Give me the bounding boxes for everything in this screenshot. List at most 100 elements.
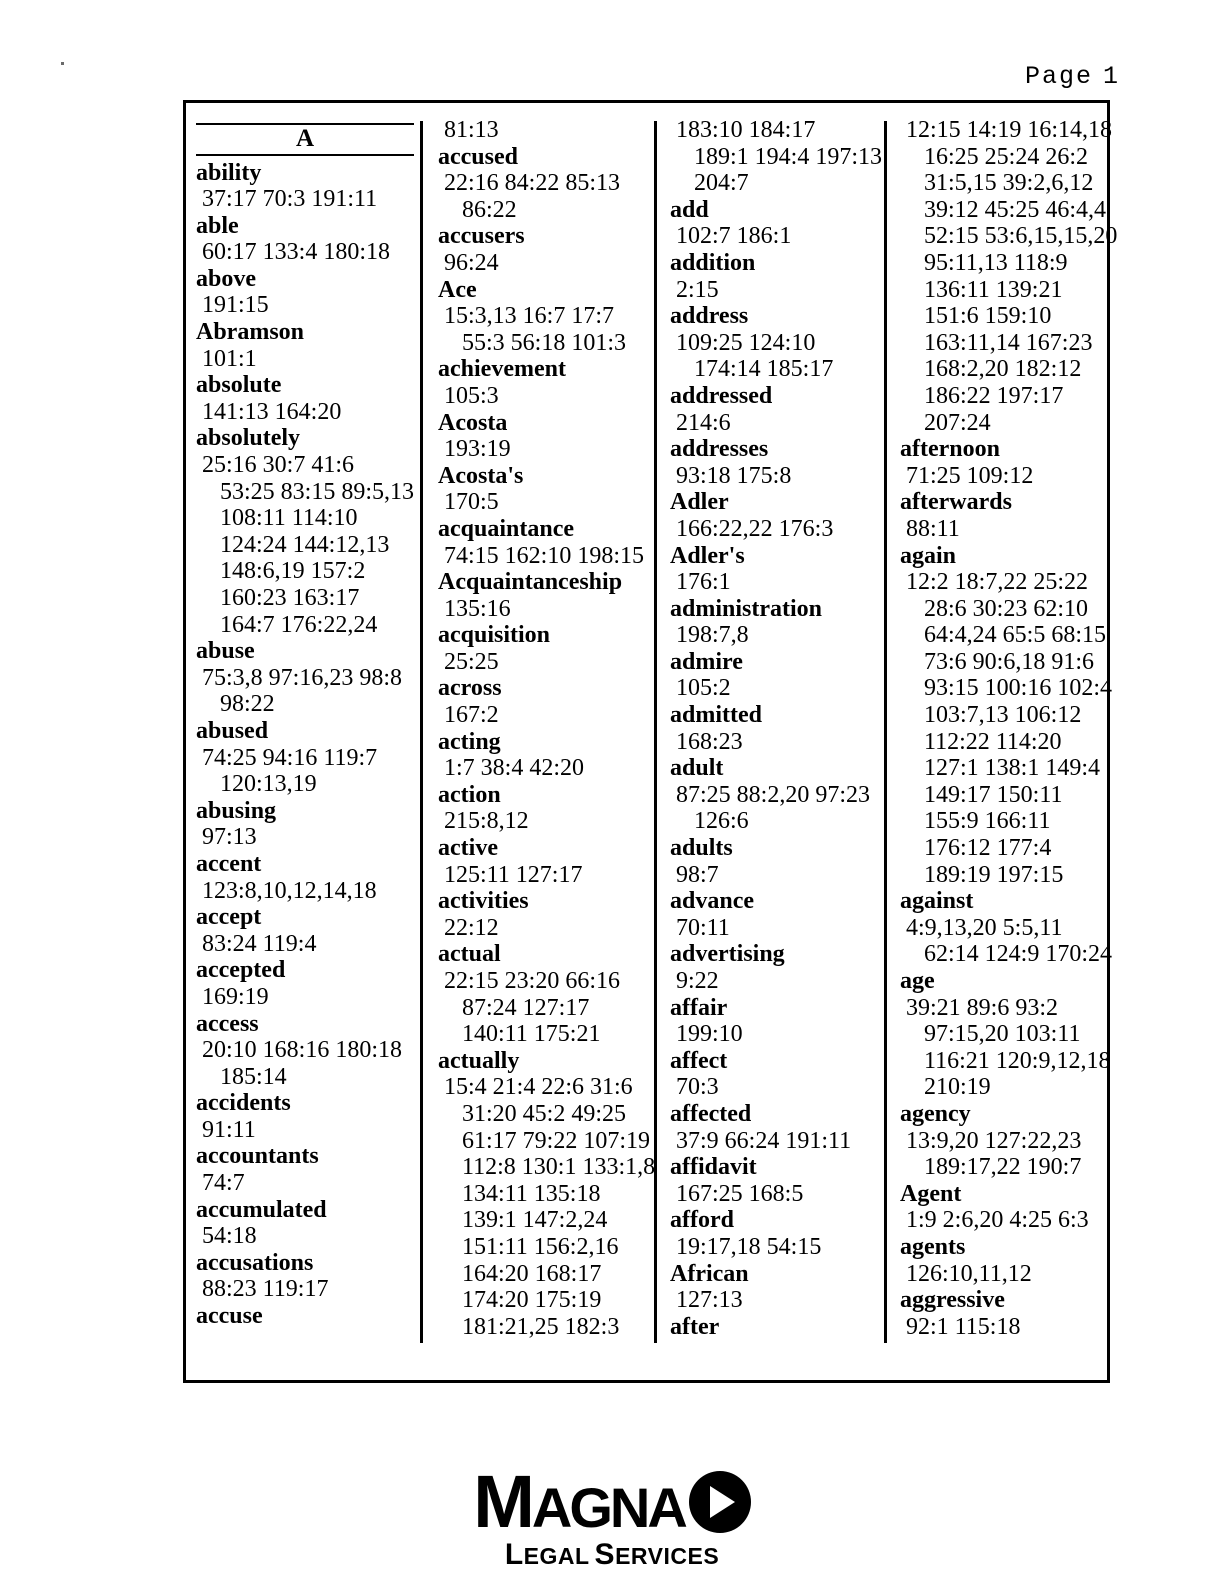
entry-reference-line: 198:7,8 <box>676 622 749 649</box>
entry-headword: accumulated <box>196 1196 327 1223</box>
index-entry: Ace 15:3,13 16:7 17:7 55:3 56:18 101:3 <box>438 277 648 357</box>
entry-reference-line: 97:15,20 103:11 <box>924 1021 1081 1048</box>
entry-reference-line: 109:25 124:10 <box>676 329 816 356</box>
entry-list-4: 12:15 14:19 16:14,18 16:25 25:24 26:2 31:5… <box>900 117 1117 1340</box>
entry-reference-line: 53:25 83:15 89:5,13 <box>220 478 415 505</box>
index-entry: abusing 97:13 <box>196 798 414 851</box>
entry-reference-line: 54:18 <box>202 1223 257 1250</box>
index-entry: accidents 91:11 <box>196 1090 414 1143</box>
entry-reference-line: 19:17,18 54:15 <box>676 1233 822 1260</box>
entry-headword: accept <box>196 904 262 931</box>
entry-reference-line: 135:16 <box>444 595 511 622</box>
entry-headword: agents <box>900 1233 966 1260</box>
entry-reference-line: 183:10 184:17 <box>676 117 816 143</box>
entry-list-3: 183:10 184:17 189:1 194:4 197:13 204:7 add 1… <box>670 117 883 1340</box>
entry-reference-line: 55:3 56:18 101:3 <box>462 329 627 356</box>
entry-reference-line: 2:15 <box>676 276 719 303</box>
entry-headword: affect <box>670 1047 728 1074</box>
index-entry: afternoon 71:25 109:12 <box>900 436 1101 489</box>
entry-headword: abusing <box>196 797 277 824</box>
index-entry: address 109:25 124:10 174:14 185:17 <box>670 303 878 383</box>
entry-reference-line: 31:5,15 39:2,6,12 <box>924 170 1094 197</box>
entry-reference-line: 25:25 <box>444 648 499 675</box>
index-entry: admire 105:2 <box>670 649 878 702</box>
entry-headword: accuse <box>196 1303 263 1330</box>
entry-reference-line: 191:15 <box>202 292 269 319</box>
index-entry: across 167:2 <box>438 675 648 728</box>
entry-headword: admire <box>670 648 743 675</box>
index-entry: access 20:10 168:16 180:18 185:14 <box>196 1011 414 1091</box>
entry-headword: acquaintance <box>438 515 575 542</box>
entry-headword: able <box>196 212 239 239</box>
entry-reference-line: 164:7 176:22,24 <box>220 611 378 638</box>
entry-reference-line: 15:3,13 16:7 17:7 <box>444 303 615 330</box>
entry-reference-line: 98:7 <box>676 861 719 888</box>
entry-headword: accepted <box>196 957 286 984</box>
index-entry: actual 22:15 23:20 66:16 87:24 127:17 140:1… <box>438 941 648 1047</box>
index-column-1: A ability 37:17 70:3 191:11 able 60:17 133:… <box>186 103 420 1380</box>
index-entry: adult 87:25 88:2,20 97:23 126:6 <box>670 755 878 835</box>
index-entry: admitted 168:23 <box>670 702 878 755</box>
entry-headword: afternoon <box>900 436 1000 463</box>
entry-headword: advance <box>670 888 754 915</box>
entry-headword: accusations <box>196 1249 314 1276</box>
entry-reference-line: 97:13 <box>202 824 257 851</box>
entry-reference-line: 37:17 70:3 191:11 <box>202 186 378 213</box>
entry-reference-line: 93:18 175:8 <box>676 462 792 489</box>
entry-reference-line: 105:2 <box>676 675 731 702</box>
index-entry: affidavit 167:25 168:5 <box>670 1154 878 1207</box>
index-entry: above 191:15 <box>196 266 414 319</box>
entry-reference-line: 125:11 127:17 <box>444 861 583 888</box>
section-rule-top <box>196 123 414 125</box>
index-entry: achievement 105:3 <box>438 356 648 409</box>
entry-reference-line: 112:22 114:20 <box>924 728 1062 755</box>
entry-reference-line: 101:1 <box>202 345 257 372</box>
entry-headword: Ace <box>438 276 477 303</box>
entry-reference-line: 1:7 38:4 42:20 <box>444 755 585 782</box>
entry-reference-line: 74:25 94:16 119:7 <box>202 744 378 771</box>
entry-reference-line: 16:25 25:24 26:2 <box>924 143 1089 170</box>
index-entry: accusations 88:23 119:17 <box>196 1250 414 1303</box>
index-entry: acquaintance 74:15 162:10 198:15 <box>438 516 648 569</box>
index-entry: 12:15 14:19 16:14,18 16:25 25:24 26:2 31:5… <box>900 117 1117 436</box>
index-entry: affect 70:3 <box>670 1048 878 1101</box>
index-entry: Abramson 101:1 <box>196 319 414 372</box>
entry-headword: abused <box>196 717 269 744</box>
entry-headword: accused <box>438 143 518 170</box>
entry-reference-line: 139:1 147:2,24 <box>462 1207 608 1234</box>
entry-reference-line: 168:2,20 182:12 <box>924 356 1082 383</box>
entry-headword: Adler's <box>670 542 745 569</box>
entry-headword: addresses <box>670 436 769 463</box>
entry-reference-line: 163:11,14 167:23 <box>924 329 1093 356</box>
entry-reference-line: 83:24 119:4 <box>202 930 317 957</box>
entry-headword: actual <box>438 941 501 968</box>
index-entry: advertising 9:22 <box>670 941 878 994</box>
index-entry: acting 1:7 38:4 42:20 <box>438 729 648 782</box>
index-entry: accused 22:16 84:22 85:13 86:22 <box>438 144 648 224</box>
entry-headword: abuse <box>196 638 255 665</box>
entry-headword: Abramson <box>196 319 305 346</box>
entry-headword: accidents <box>196 1090 291 1117</box>
entry-reference-line: 4:9,13,20 5:5,11 <box>906 914 1063 941</box>
entry-reference-line: 189:1 194:4 197:13 <box>694 143 883 170</box>
entry-headword: adults <box>670 835 733 862</box>
section-heading: A <box>196 123 414 156</box>
entry-reference-line: 12:2 18:7,22 25:22 <box>906 569 1089 596</box>
entry-reference-line: 186:22 197:17 <box>924 382 1064 409</box>
entry-reference-line: 116:21 120:9,12,18 <box>924 1047 1111 1074</box>
entry-reference-line: 60:17 133:4 180:18 <box>202 239 391 266</box>
index-column-4: 12:15 14:19 16:14,18 16:25 25:24 26:2 31:5… <box>884 103 1117 1380</box>
entry-reference-line: 102:7 186:1 <box>676 223 792 250</box>
entry-reference-line: 86:22 <box>462 196 517 223</box>
entry-headword: affair <box>670 994 728 1021</box>
entry-reference-line: 103:7,13 106:12 <box>924 702 1082 729</box>
entry-headword: addition <box>670 249 756 276</box>
entry-reference-line: 31:20 45:2 49:25 <box>462 1100 627 1127</box>
entry-reference-line: 214:6 <box>676 409 731 436</box>
index-entry: absolute 141:13 164:20 <box>196 372 414 425</box>
entry-reference-line: 215:8,12 <box>444 808 529 835</box>
entry-headword: acquisition <box>438 622 551 649</box>
entry-reference-line: 167:2 <box>444 702 499 729</box>
entry-reference-line: 95:11,13 118:9 <box>924 249 1068 276</box>
entry-reference-line: 164:20 168:17 <box>462 1260 602 1287</box>
